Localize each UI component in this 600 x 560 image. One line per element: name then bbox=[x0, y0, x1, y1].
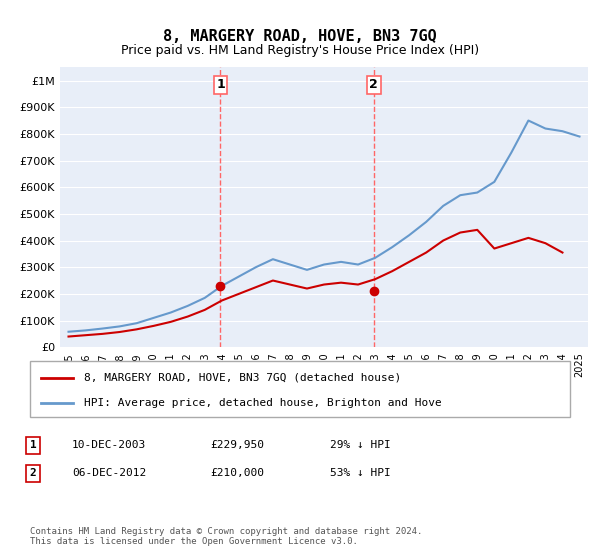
Text: 10-DEC-2003: 10-DEC-2003 bbox=[72, 440, 146, 450]
Text: 8, MARGERY ROAD, HOVE, BN3 7GQ (detached house): 8, MARGERY ROAD, HOVE, BN3 7GQ (detached… bbox=[84, 373, 401, 383]
Text: 2: 2 bbox=[370, 78, 378, 91]
Text: 1: 1 bbox=[29, 440, 37, 450]
Text: £210,000: £210,000 bbox=[210, 468, 264, 478]
Text: Contains HM Land Registry data © Crown copyright and database right 2024.
This d: Contains HM Land Registry data © Crown c… bbox=[30, 526, 422, 546]
Text: 06-DEC-2012: 06-DEC-2012 bbox=[72, 468, 146, 478]
Text: 1: 1 bbox=[216, 78, 225, 91]
Text: £229,950: £229,950 bbox=[210, 440, 264, 450]
Text: 29% ↓ HPI: 29% ↓ HPI bbox=[330, 440, 391, 450]
Text: Price paid vs. HM Land Registry's House Price Index (HPI): Price paid vs. HM Land Registry's House … bbox=[121, 44, 479, 57]
Text: 8, MARGERY ROAD, HOVE, BN3 7GQ: 8, MARGERY ROAD, HOVE, BN3 7GQ bbox=[163, 29, 437, 44]
Text: 2: 2 bbox=[29, 468, 37, 478]
Text: HPI: Average price, detached house, Brighton and Hove: HPI: Average price, detached house, Brig… bbox=[84, 398, 442, 408]
Text: 53% ↓ HPI: 53% ↓ HPI bbox=[330, 468, 391, 478]
FancyBboxPatch shape bbox=[30, 361, 570, 417]
